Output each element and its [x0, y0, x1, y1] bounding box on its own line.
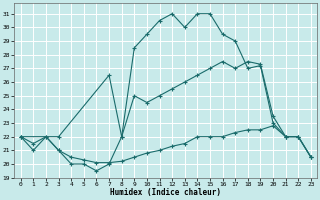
- X-axis label: Humidex (Indice chaleur): Humidex (Indice chaleur): [110, 188, 221, 197]
